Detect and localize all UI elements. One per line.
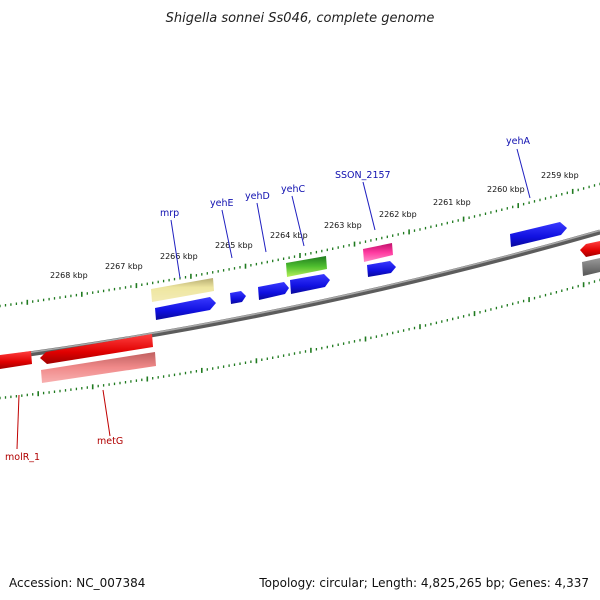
gene-feature-mrp[interactable] (155, 297, 216, 320)
gene-label-yehD[interactable]: yehD (245, 191, 270, 202)
leader-yehC (291, 195, 305, 247)
gene-label-molR_1[interactable]: molR_1 (5, 452, 40, 463)
genome-stats-text: Topology: circular; Length: 4,825,265 bp… (258, 576, 589, 590)
gene-feature-yehD[interactable] (258, 282, 289, 300)
reverse-strand-genes (0, 241, 600, 383)
scale-label: 2261 kbp (433, 198, 471, 207)
gene-feature-yehC-rna[interactable] (286, 256, 327, 277)
leader-yehD (256, 202, 267, 253)
inner-tick-ring (0, 278, 600, 400)
scale-label: 2259 kbp (541, 171, 579, 180)
gene-feature-metG[interactable] (40, 334, 153, 364)
leader-lines (16, 148, 531, 450)
gene-feature-molR_1[interactable] (0, 351, 32, 369)
scale-label: 2260 kbp (487, 185, 525, 194)
gene-feature-right-edge[interactable] (580, 241, 600, 257)
outer-tick-ring (0, 182, 600, 308)
accession-text: Accession: NC_007384 (9, 576, 145, 590)
gene-feature-yehA[interactable] (510, 222, 567, 247)
gene-feature-SSON_2157-rna[interactable] (363, 243, 393, 262)
leader-metG (102, 389, 111, 437)
gene-label-mrp[interactable]: mrp (160, 208, 179, 219)
scale-labels: 2268 kbp 2267 kbp 2266 kbp 2265 kbp 2264… (50, 171, 579, 280)
gene-feature-yehC[interactable] (290, 274, 330, 294)
scale-label: 2264 kbp (270, 231, 308, 240)
leader-molR_1 (16, 394, 20, 450)
gene-feature-yehE[interactable] (230, 291, 246, 304)
gene-feature-metG-rna[interactable] (41, 352, 156, 383)
scale-label: 2267 kbp (105, 262, 143, 271)
gene-labels: mrp yehE yehD yehC SSON_2157 yehA molR_1… (5, 136, 530, 463)
map-title: Shigella sonnei Ss046, complete genome (166, 11, 435, 26)
gene-label-yehE[interactable]: yehE (210, 198, 234, 209)
scale-label: 2266 kbp (160, 252, 198, 261)
gene-feature-mrp-rna[interactable] (151, 278, 214, 302)
forward-strand-genes (151, 222, 567, 320)
leader-yehE (221, 209, 233, 259)
scale-label: 2265 kbp (215, 241, 253, 250)
gene-label-SSON_2157[interactable]: SSON_2157 (335, 170, 391, 181)
gene-feature-SSON_2157[interactable] (367, 261, 396, 277)
leader-mrp (170, 219, 181, 279)
scale-label: 2268 kbp (50, 271, 88, 280)
gene-label-metG[interactable]: metG (97, 436, 123, 447)
leader-SSON_2157 (362, 181, 376, 231)
scale-label: 2263 kbp (324, 221, 362, 230)
gene-feature-right-edge-gray[interactable] (582, 258, 600, 276)
gene-label-yehC[interactable]: yehC (281, 184, 305, 195)
leader-yehA (516, 148, 531, 199)
genome-backbone-highlight (0, 229, 600, 358)
scale-label: 2262 kbp (379, 210, 417, 219)
gene-label-yehA[interactable]: yehA (506, 136, 530, 147)
genome-backbone (0, 229, 600, 361)
